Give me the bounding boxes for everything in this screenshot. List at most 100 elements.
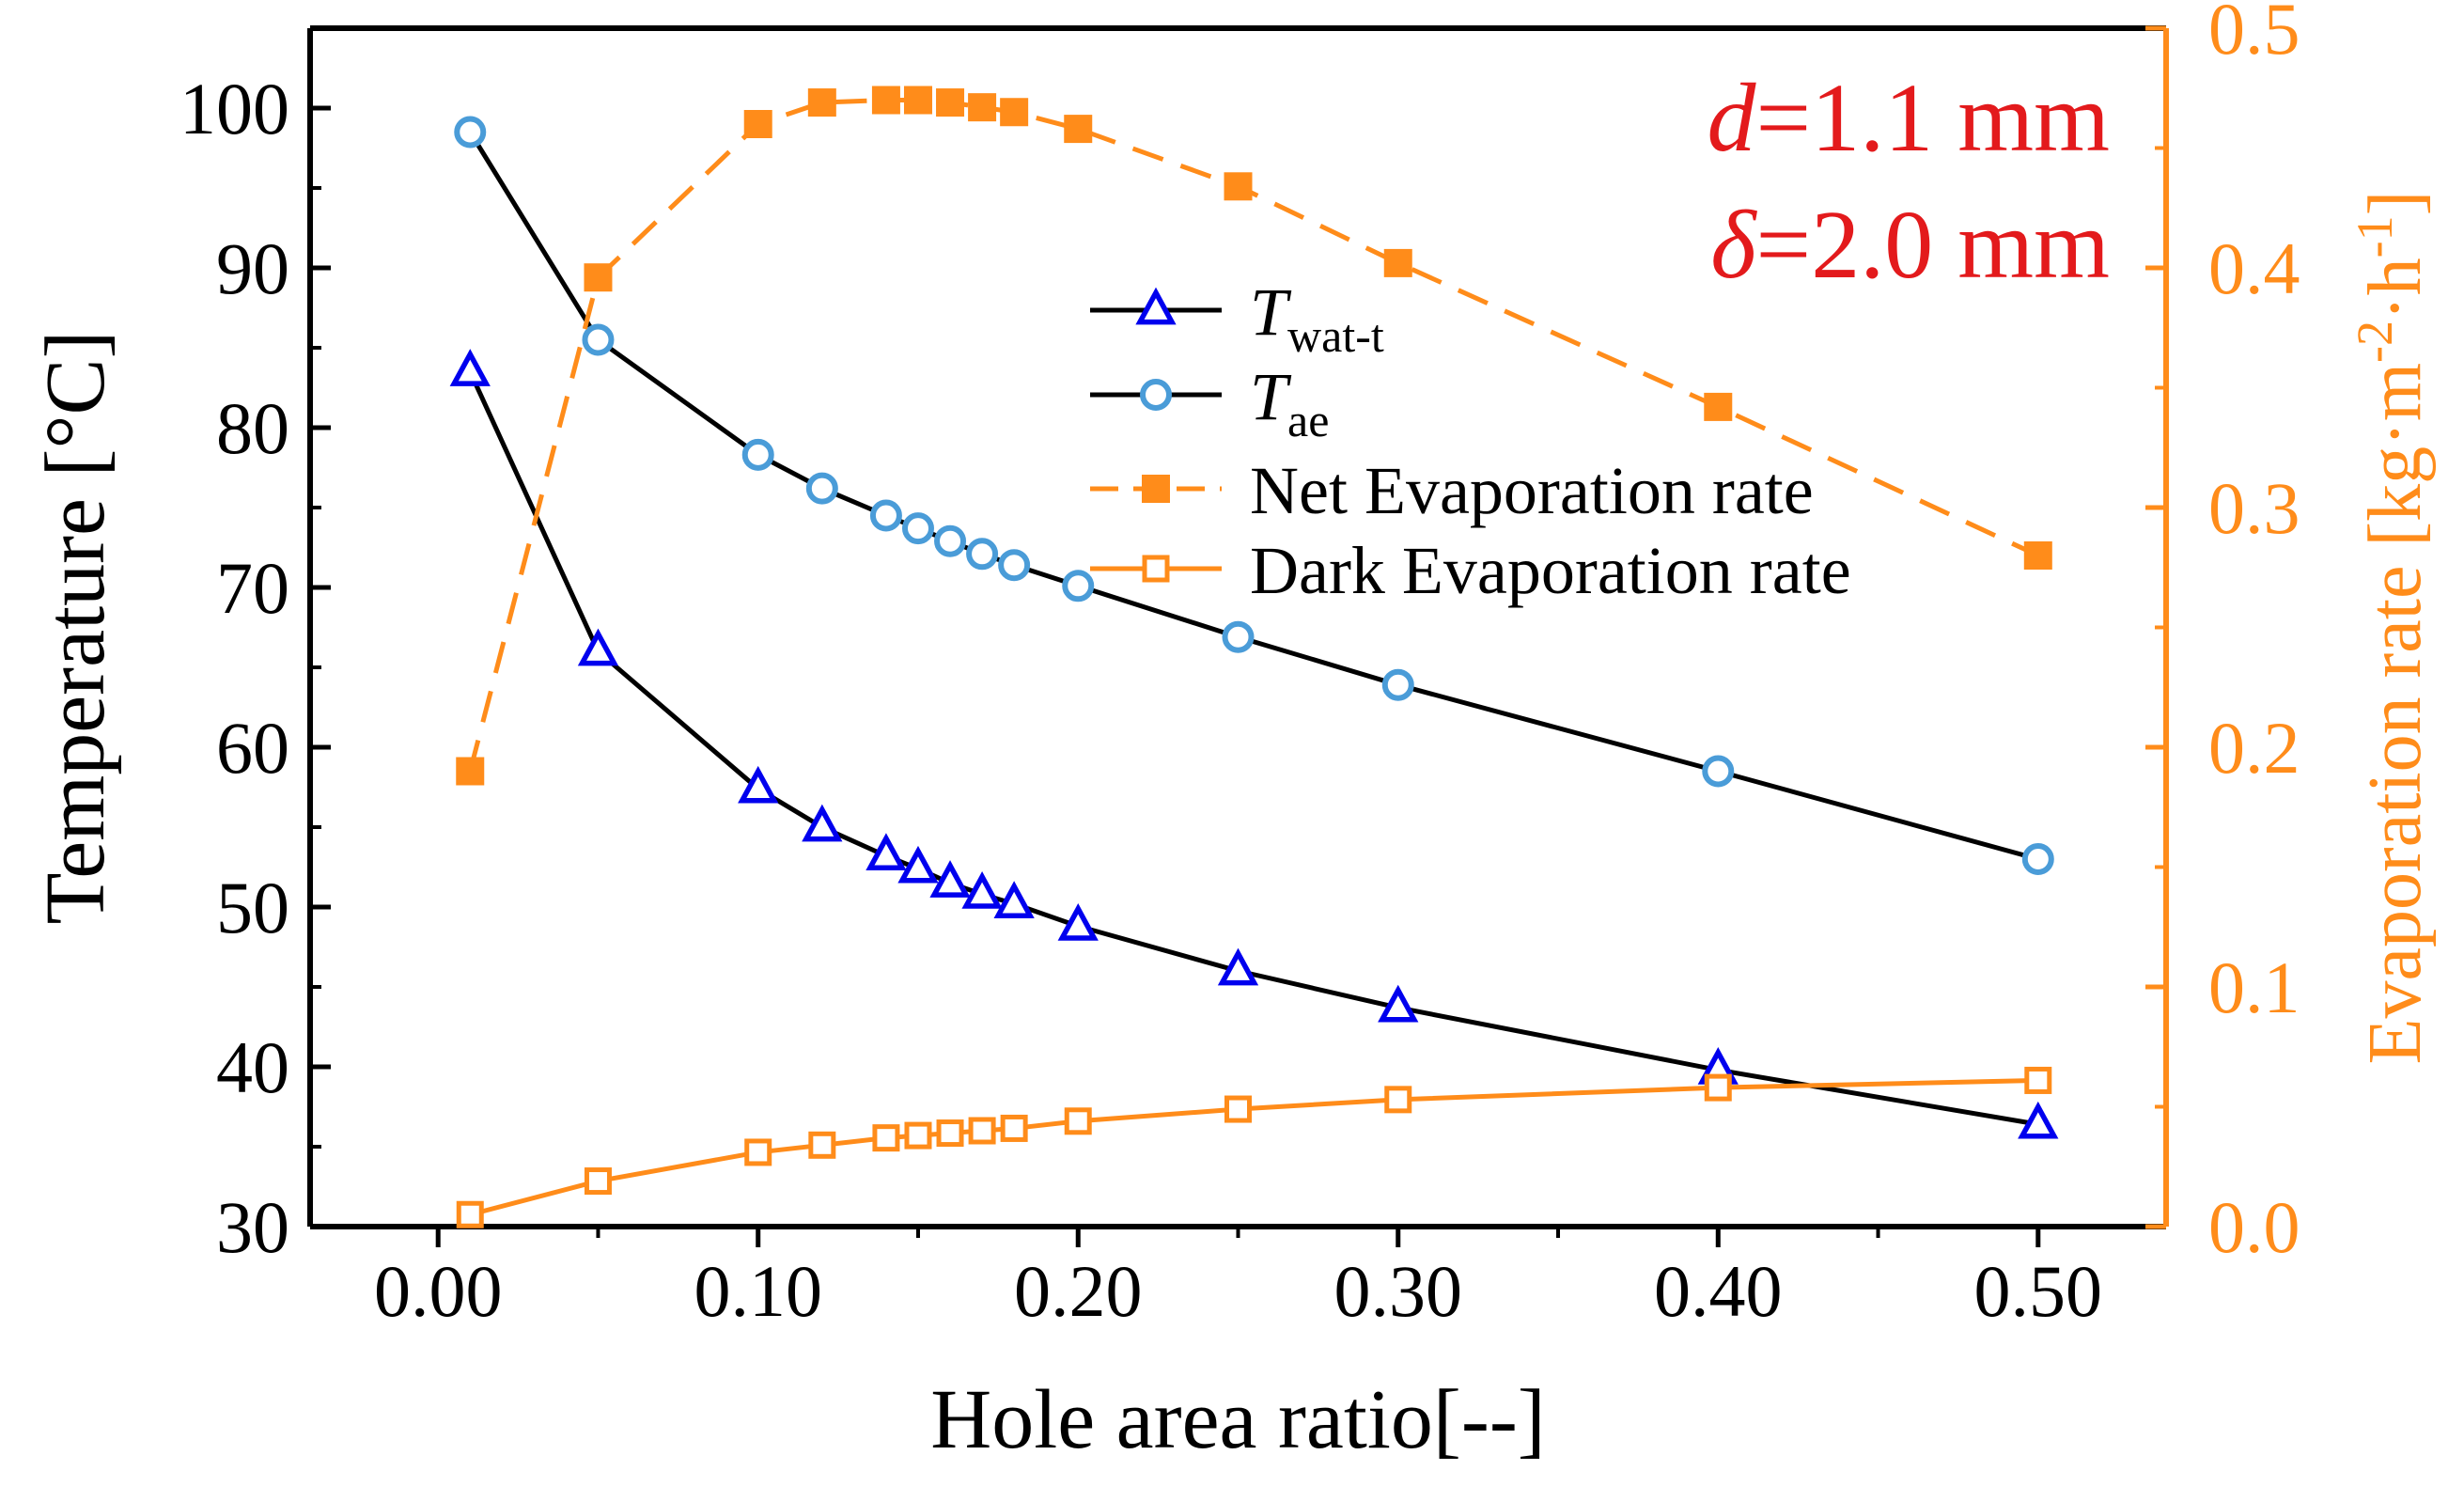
data-point-net	[584, 263, 613, 292]
legend-label-subscript: wat-t	[1287, 309, 1384, 362]
data-point-twat	[993, 881, 1035, 918]
y-left-axis-label: Temperature [°C]	[29, 331, 122, 925]
data-point-tae	[1702, 755, 1735, 788]
data-point-dark	[1064, 1107, 1092, 1135]
data-point-twat	[1057, 903, 1099, 941]
y-right-label-end: ]	[2354, 191, 2437, 216]
data-point-dark	[1000, 1114, 1028, 1142]
x-tick-label: 0.00	[374, 1250, 503, 1332]
y-left-tick-label: 50	[216, 867, 289, 948]
data-point-dark	[936, 1119, 964, 1148]
data-point-net	[743, 110, 772, 138]
y-right-tick-label: 0.2	[2208, 707, 2300, 789]
data-point-dark	[2024, 1066, 2052, 1094]
annotation-text: δ=2.0 mm	[1710, 191, 2110, 299]
y-right-tick-label: 0.1	[2208, 947, 2300, 1028]
legend-swatch-marker	[1135, 287, 1177, 325]
y-right-tick-label: 0.0	[2208, 1186, 2300, 1268]
data-point-net	[1000, 98, 1029, 127]
data-point-net	[968, 93, 997, 122]
legend-label-subscript: ae	[1287, 394, 1329, 446]
y-right-label-base: Evaporation rate [kg·m	[2354, 363, 2437, 1064]
y-right-label-mid: ·h	[2354, 258, 2437, 321]
series-line-net	[467, 98, 2039, 773]
y-right-axis-label: Evaporation rate [kg·m-2·h-1]	[2347, 191, 2437, 1065]
legend-swatch-marker	[1140, 379, 1172, 411]
data-point-dark	[1704, 1073, 1732, 1102]
data-point-tae	[1062, 570, 1095, 602]
legend-label: Twat-t	[1250, 274, 1384, 362]
data-point-twat	[1217, 947, 1259, 986]
y-left-tick-label: 30	[216, 1186, 289, 1268]
legend-label: Tae	[1250, 359, 1329, 446]
data-point-tae	[966, 538, 999, 571]
series-dark	[456, 1066, 2052, 1228]
data-point-tae	[901, 512, 934, 545]
series-layer	[449, 86, 2059, 1228]
data-point-net	[456, 757, 485, 786]
x-tick-label: 0.50	[1974, 1250, 2103, 1332]
data-point-net	[2023, 541, 2052, 570]
legend-entry-dark: Dark Evaporation rate	[1090, 533, 1851, 608]
data-point-net	[871, 86, 900, 115]
series-net	[456, 86, 2052, 786]
data-point-twat	[961, 871, 1003, 909]
data-point-twat	[738, 765, 779, 804]
y-right-label-exponent: -2	[2347, 321, 2403, 363]
annotation-value: =2.0 mm	[1756, 191, 2110, 299]
y-right-tick-label: 0.3	[2208, 467, 2300, 549]
series-twat	[449, 349, 2059, 1139]
legend-label-symbol: T	[1250, 274, 1292, 350]
data-point-tae	[934, 524, 967, 557]
data-point-dark	[808, 1131, 836, 1159]
y-left-tick-label: 70	[216, 547, 289, 629]
y-right-tick-label: 0.4	[2208, 227, 2300, 309]
legend-entry-net: Net Evaporation rate	[1090, 453, 1814, 528]
y-left-tick-label: 100	[179, 68, 289, 149]
legend-swatch-marker	[1142, 555, 1170, 583]
data-point-twat	[929, 860, 971, 898]
legend-entry-tae: Tae	[1090, 359, 1329, 446]
x-tick-label: 0.30	[1334, 1250, 1463, 1332]
data-point-twat	[2018, 1101, 2059, 1139]
legend-label-symbol: T	[1250, 359, 1292, 434]
data-point-twat	[1378, 984, 1419, 1023]
data-point-net	[903, 86, 932, 115]
legend-entry-twat: Twat-t	[1090, 274, 1384, 362]
annotation-symbol: δ	[1710, 191, 1757, 299]
data-point-net	[1064, 115, 1093, 144]
data-point-twat	[897, 845, 939, 884]
data-point-net	[1224, 172, 1253, 201]
data-point-dark	[968, 1117, 996, 1145]
data-point-net	[807, 88, 836, 117]
data-point-dark	[584, 1167, 612, 1196]
y-left-tick-label: 60	[216, 707, 289, 789]
data-point-tae	[2021, 843, 2054, 875]
data-point-tae	[582, 323, 615, 356]
data-point-dark	[1384, 1086, 1412, 1114]
series-tae	[454, 116, 2054, 875]
y-right-label-exponent: -1	[2347, 215, 2403, 258]
annotation-symbol: d	[1708, 64, 1757, 172]
data-point-tae	[998, 549, 1031, 582]
data-point-net	[1704, 392, 1733, 421]
data-point-tae	[1222, 620, 1255, 653]
annotation-text: d=1.1 mm	[1708, 64, 2110, 172]
data-point-tae	[741, 438, 774, 471]
data-point-twat	[866, 833, 907, 870]
data-point-dark	[1224, 1095, 1252, 1123]
y-left-tick-label: 90	[216, 227, 289, 309]
annotation-value: =1.1 mm	[1756, 64, 2110, 172]
data-point-twat	[577, 628, 619, 666]
data-point-tae	[454, 116, 487, 149]
data-point-dark	[456, 1200, 484, 1228]
legend-label: Net Evaporation rate	[1250, 453, 1814, 528]
data-point-tae	[869, 499, 902, 532]
data-point-tae	[805, 472, 838, 505]
y-right-tick-label: 0.5	[2208, 0, 2300, 70]
axes: 0.00 0.10 0.20 0.30 0.40 0.50 Hole area ratio[…	[29, 0, 2437, 1466]
annotations: d=1.1 mm δ=2.0 mm	[1708, 64, 2110, 299]
